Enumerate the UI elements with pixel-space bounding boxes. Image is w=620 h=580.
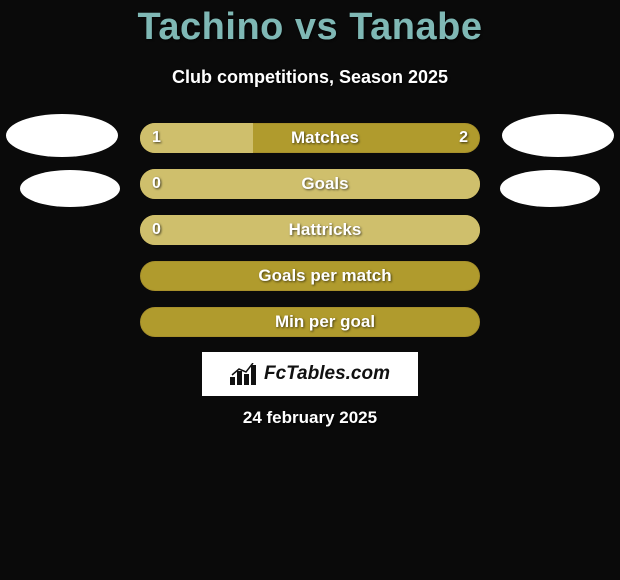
stat-bar: Min per goal <box>140 307 480 337</box>
date-label: 24 february 2025 <box>0 408 620 428</box>
stat-bar: 0Goals <box>140 169 480 199</box>
stat-row: 0Hattricks <box>0 215 620 261</box>
stats-container: 12Matches 0Goals 0Hattricks Goals per match… <box>0 123 620 353</box>
subtitle: Club competitions, Season 2025 <box>0 67 620 88</box>
stat-label: Goals <box>140 169 480 199</box>
stat-row: 0Goals <box>0 169 620 215</box>
stat-bar: Goals per match <box>140 261 480 291</box>
stat-row: Goals per match <box>0 261 620 307</box>
logo-text: FcTables.com <box>264 363 390 385</box>
stat-label: Matches <box>140 123 480 153</box>
stat-bar: 0Hattricks <box>140 215 480 245</box>
stat-label: Hattricks <box>140 215 480 245</box>
logo-bars-icon <box>230 363 258 385</box>
stat-row: 12Matches <box>0 123 620 169</box>
page-title: Tachino vs Tanabe <box>0 0 620 49</box>
fctables-logo: FcTables.com <box>202 352 418 396</box>
stat-label: Goals per match <box>140 261 480 291</box>
stat-row: Min per goal <box>0 307 620 353</box>
stat-bar: 12Matches <box>140 123 480 153</box>
stat-label: Min per goal <box>140 307 480 337</box>
